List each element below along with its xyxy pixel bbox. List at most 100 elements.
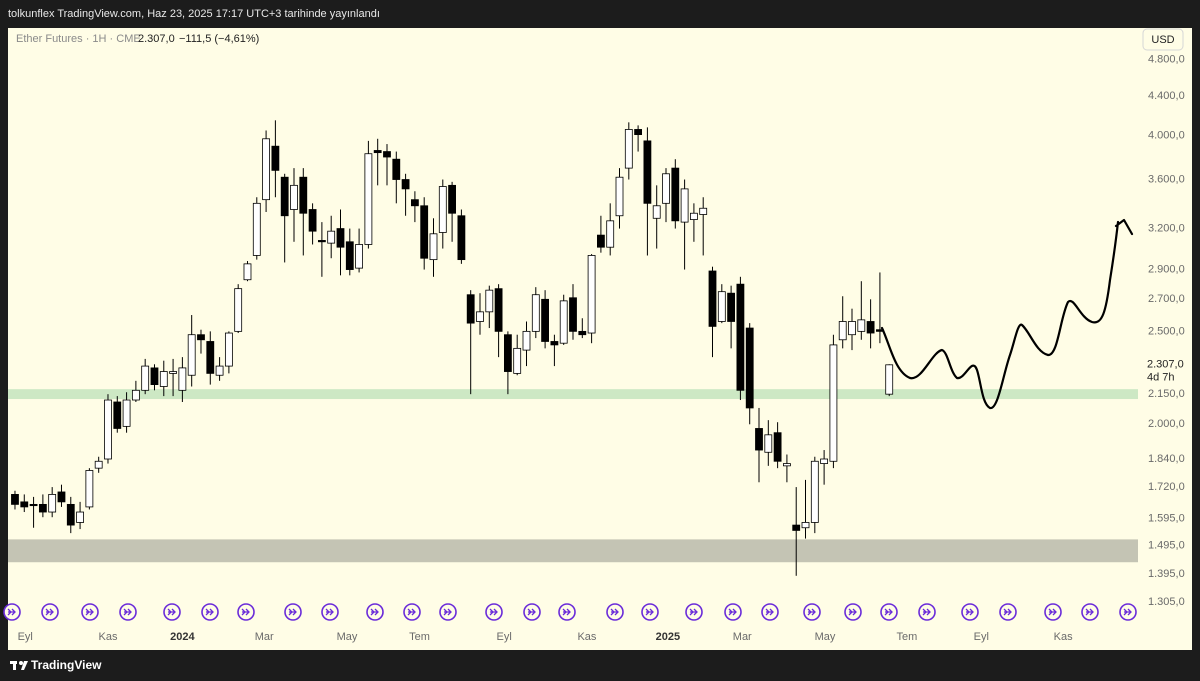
candle-body (280, 176, 289, 217)
x-tick-label: Mar (733, 631, 752, 643)
candle-body (838, 321, 847, 341)
candle-body (745, 327, 754, 409)
candle-body (755, 428, 763, 451)
event-arrow (205, 608, 214, 616)
x-tick-label: Kas (577, 631, 596, 643)
event-marker[interactable] (1081, 603, 1099, 621)
event-arrow (241, 608, 250, 616)
candle-body (308, 209, 317, 232)
event-marker[interactable] (3, 603, 21, 621)
candle-body (457, 215, 466, 261)
event-marker[interactable] (119, 603, 137, 621)
event-marker[interactable] (558, 603, 576, 621)
candles (11, 120, 894, 576)
x-tick-label: May (337, 631, 358, 643)
event-marker[interactable] (485, 603, 503, 621)
candle-body (485, 289, 494, 313)
event-marker[interactable] (201, 603, 219, 621)
event-marker[interactable] (724, 603, 742, 621)
candle-body (643, 140, 652, 204)
event-arrow (689, 608, 698, 616)
event-marker[interactable] (366, 603, 384, 621)
x-tick-label: Kas (98, 631, 117, 643)
axes: 4.800,0 4.400,0 4.000,0 3.600,0 3.200,0 2.900… (18, 54, 1185, 643)
candle-body (717, 291, 726, 322)
event-marker[interactable] (41, 603, 59, 621)
event-marker[interactable] (803, 603, 821, 621)
event-arrow (325, 608, 334, 616)
x-tick-label: 2025 (656, 631, 680, 643)
event-arrow (443, 608, 452, 616)
brand-logo (10, 661, 28, 670)
event-marker[interactable] (403, 603, 421, 621)
candle-body (829, 344, 838, 462)
y-tick-label: 1.595,0 (1148, 512, 1185, 524)
candle-body (299, 176, 308, 214)
x-tick-label: Mar (255, 631, 274, 643)
event-marker[interactable] (523, 603, 541, 621)
event-marker[interactable] (844, 603, 862, 621)
candle-body (57, 491, 66, 503)
candle-body (531, 294, 540, 332)
event-marker[interactable] (439, 603, 457, 621)
candle-body (810, 460, 819, 523)
event-marker[interactable] (321, 603, 339, 621)
candle-body (104, 399, 112, 460)
candle-body (355, 244, 363, 269)
candle-body (410, 199, 419, 207)
event-marker[interactable] (284, 603, 302, 621)
candle-body (857, 319, 866, 332)
candle-body (66, 503, 75, 526)
candle-body (466, 294, 475, 324)
candle-body (383, 151, 391, 158)
event-arrow (728, 608, 737, 616)
y-tick-label: 1.840,0 (1148, 453, 1185, 465)
candle-body (94, 460, 103, 469)
event-marker[interactable] (81, 603, 99, 621)
candle-body (569, 297, 577, 332)
currency-button[interactable] (1142, 28, 1184, 51)
event-marker[interactable] (1044, 603, 1062, 621)
candle-body (76, 511, 84, 523)
event-arrow (7, 608, 16, 616)
event-arrow (527, 608, 536, 616)
event-arrow (807, 608, 816, 616)
event-marker[interactable] (237, 603, 255, 621)
event-arrow (123, 608, 132, 616)
candle-body (624, 129, 633, 169)
x-tick-label: Kas (1054, 631, 1073, 643)
y-tick-label: 4.000,0 (1148, 130, 1185, 142)
zones (8, 389, 1138, 563)
event-arrow (288, 608, 297, 616)
candle-body (317, 240, 326, 243)
candle-body (513, 347, 522, 374)
x-tick-label: Eyl (18, 631, 33, 643)
footer (0, 650, 1200, 681)
candle-body (187, 334, 196, 376)
y-tick-label: 2.500,0 (1148, 325, 1185, 337)
event-marker[interactable] (761, 603, 779, 621)
y-tick-label: 2.700,0 (1148, 293, 1185, 305)
x-tick-label: Eyl (497, 631, 512, 643)
event-arrow (848, 608, 857, 616)
event-marker[interactable] (880, 603, 898, 621)
event-marker[interactable] (641, 603, 659, 621)
event-marker[interactable] (999, 603, 1017, 621)
x-tick-label: Tem (896, 631, 917, 643)
forecast-sketch (880, 218, 1134, 410)
candle-body (550, 341, 559, 346)
y-tick-label: 4.800,0 (1148, 54, 1185, 66)
event-marker[interactable] (606, 603, 624, 621)
candle-body (597, 234, 605, 248)
event-marker[interactable] (163, 603, 181, 621)
candle-body (150, 367, 159, 385)
event-marker[interactable] (685, 603, 703, 621)
event-arrow (370, 608, 379, 616)
event-marker[interactable] (1119, 603, 1137, 621)
event-marker[interactable] (961, 603, 979, 621)
event-marker[interactable] (918, 603, 936, 621)
candle-body (178, 367, 187, 391)
event-arrow (645, 608, 654, 616)
candle-body (243, 263, 252, 281)
publisher: tolkunflex TradingView.com, Haz 23, 2025… (8, 8, 380, 20)
